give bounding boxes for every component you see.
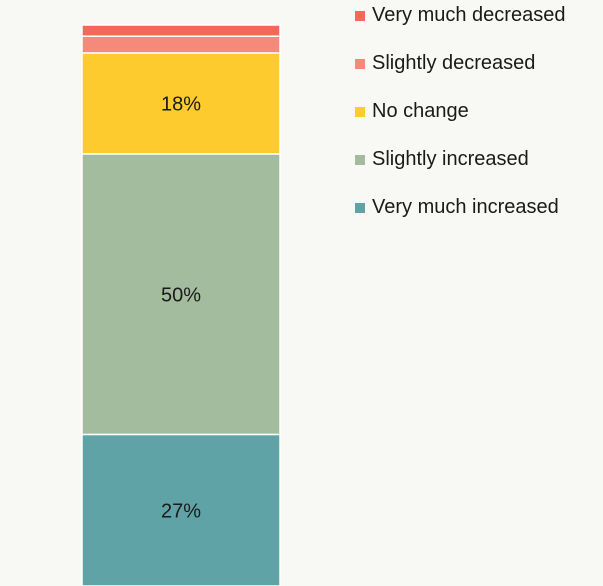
segment-labels: 18% 50% 27% <box>161 94 201 523</box>
legend-swatch-slightly-decreased <box>355 59 365 69</box>
legend-label-very-much-decreased: Very much decreased <box>372 4 565 26</box>
bar-segment-very-much-increased <box>81 433 281 586</box>
legend-label-slightly-decreased: Slightly decreased <box>372 52 535 74</box>
legend-item-very-much-decreased: Very much decreased <box>355 4 565 26</box>
data-label-no-change: 18% <box>161 94 201 116</box>
data-label-slightly-increased: 50% <box>161 284 201 306</box>
bar-segment-slightly-decreased <box>81 35 281 54</box>
legend-label-slightly-increased: Slightly increased <box>372 148 529 170</box>
legend-item-slightly-decreased: Slightly decreased <box>355 52 535 74</box>
bar-segment-very-much-decreased <box>81 24 281 37</box>
legend: Very much decreased Slightly decreased No … <box>355 4 565 218</box>
legend-label-no-change: No change <box>372 100 469 122</box>
data-label-very-much-increased: 27% <box>161 500 201 522</box>
legend-item-no-change: No change <box>355 100 469 122</box>
legend-swatch-slightly-increased <box>355 155 365 165</box>
legend-swatch-no-change <box>355 107 365 117</box>
bar-segment-slightly-increased <box>81 153 281 436</box>
legend-swatch-very-much-increased <box>355 203 365 213</box>
bar-segment-no-change <box>81 52 281 155</box>
bar-stack <box>81 24 281 586</box>
legend-label-very-much-increased: Very much increased <box>372 196 559 218</box>
legend-item-slightly-increased: Slightly increased <box>355 148 529 170</box>
legend-item-very-much-increased: Very much increased <box>355 196 559 218</box>
legend-swatch-very-much-decreased <box>355 11 365 21</box>
